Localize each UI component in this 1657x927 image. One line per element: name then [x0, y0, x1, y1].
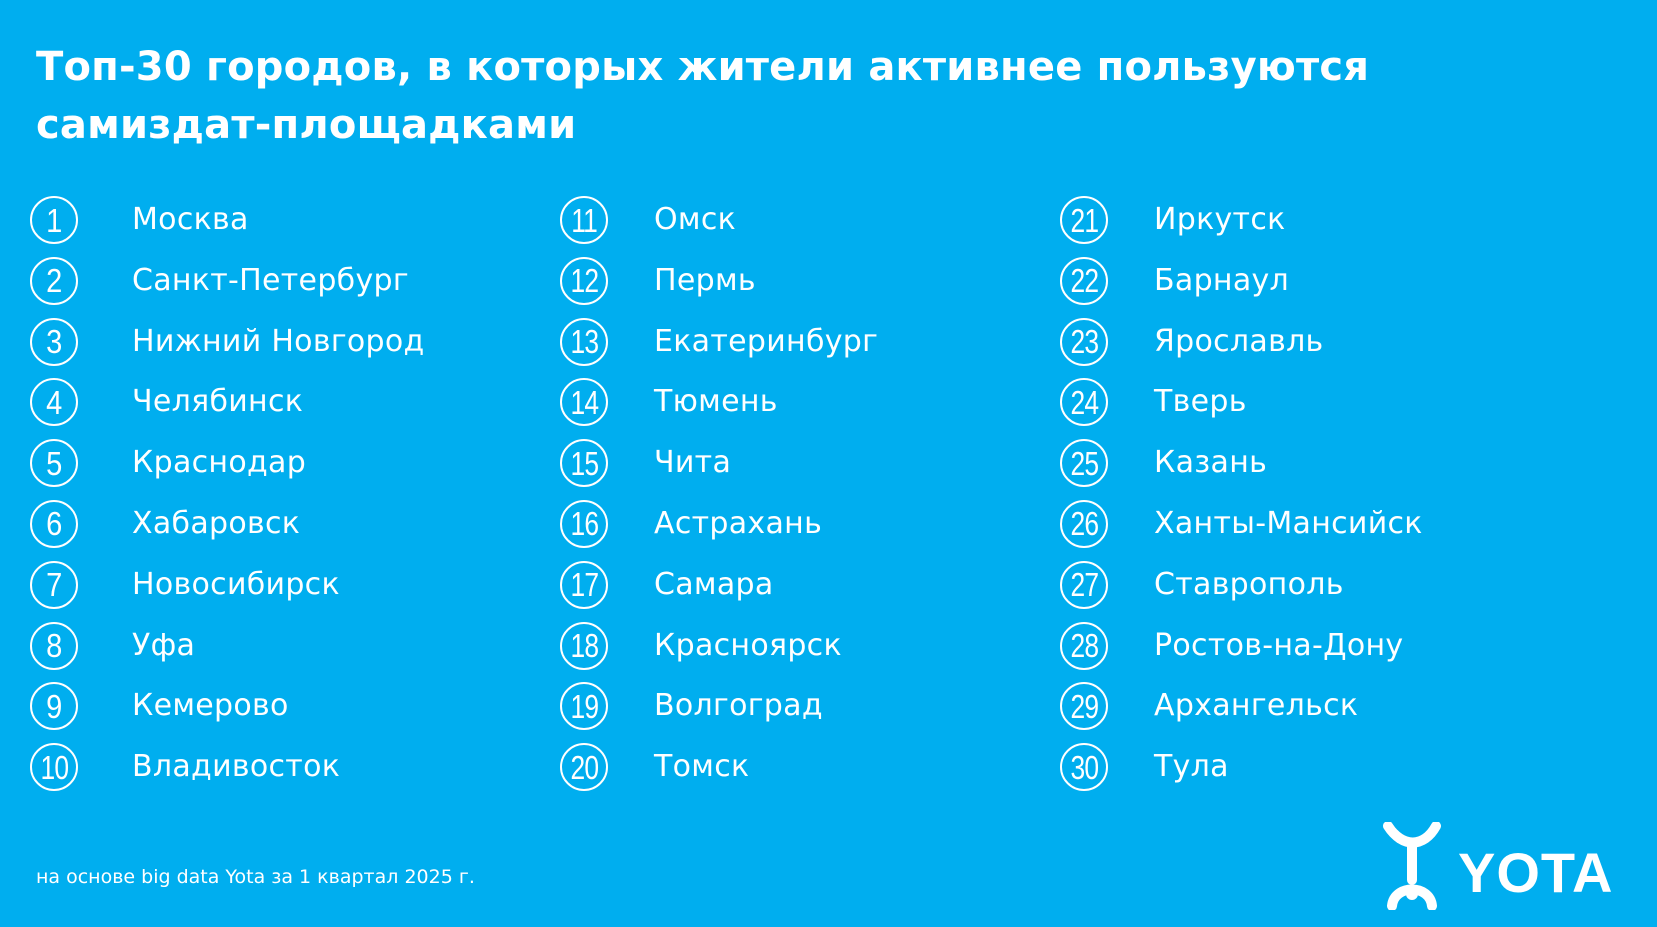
rank-badge: 23	[1060, 317, 1108, 366]
rank-number: 18	[570, 627, 599, 665]
rank-number: 23	[1070, 323, 1099, 361]
rank-number: 30	[1070, 748, 1099, 786]
rank-badge: 17	[560, 560, 608, 609]
rank-badge: 22	[1060, 256, 1108, 305]
rank-badge: 25	[1060, 439, 1108, 488]
rank-number: 5	[45, 444, 63, 482]
city-name: Чита	[654, 445, 732, 481]
rank-badge: 1	[30, 196, 78, 244]
rank-number: 20	[570, 748, 599, 786]
rank-number: 3	[45, 323, 63, 361]
rank-number: 9	[45, 687, 63, 725]
city-name: Ханты-Мансийск	[1154, 505, 1423, 541]
city-name: Иркутск	[1154, 202, 1286, 237]
city-name: Владивосток	[132, 749, 341, 785]
city-name: Астрахань	[654, 505, 823, 541]
city-name: Казань	[1154, 445, 1268, 481]
city-name: Томск	[654, 749, 750, 785]
city-name: Ставрополь	[1154, 566, 1344, 602]
logo-text: YOTA	[1458, 841, 1613, 904]
rank-number: 10	[40, 748, 69, 786]
rank-number: 4	[45, 383, 63, 421]
city-name: Екатеринбург	[654, 323, 879, 359]
rank-badge: 8	[30, 621, 78, 670]
rank-number: 17	[570, 566, 599, 604]
rank-badge: 20	[560, 743, 608, 792]
rank-badge: 30	[1060, 743, 1108, 792]
page-title: Топ-30 городов, в которых жители активне…	[36, 44, 1370, 148]
city-name: Санкт-Петербург	[132, 262, 409, 298]
rank-badge: 27	[1060, 560, 1108, 609]
rank-number: 6	[45, 505, 63, 543]
city-name: Хабаровск	[132, 505, 301, 541]
city-name: Барнаул	[1154, 262, 1290, 298]
rank-badge: 29	[1060, 682, 1108, 731]
rank-badge: 16	[560, 499, 608, 548]
city-name: Пермь	[654, 262, 756, 298]
city-name: Ярославль	[1154, 323, 1324, 359]
city-name: Тверь	[1154, 384, 1247, 420]
rank-badge: 6	[30, 499, 78, 548]
city-name: Самара	[654, 566, 774, 602]
rank-badge: 19	[560, 682, 608, 731]
rank-badge: 28	[1060, 621, 1108, 670]
rank-badge: 9	[30, 682, 78, 731]
city-name: Омск	[654, 202, 737, 237]
rank-badge: 18	[560, 621, 608, 670]
city-name: Нижний Новгород	[132, 323, 425, 359]
rank-number: 12	[570, 262, 599, 300]
rank-number: 24	[1070, 383, 1099, 421]
rank-number: 2	[45, 262, 63, 300]
rank-number: 14	[570, 383, 599, 421]
city-name: Краснодар	[132, 445, 307, 481]
rank-badge: 5	[30, 439, 78, 488]
rank-badge: 4	[30, 378, 78, 427]
rank-badge: 24	[1060, 378, 1108, 427]
city-name: Москва	[132, 202, 249, 237]
rank-number: 22	[1070, 262, 1099, 300]
source-footnote: на основе big data Yota за 1 квартал 202…	[36, 866, 475, 888]
rank-badge: 11	[560, 196, 608, 244]
yota-symbol-icon: YOTA	[1383, 822, 1613, 910]
rank-badge: 12	[560, 256, 608, 305]
rank-number: 11	[571, 201, 598, 239]
rank-badge: 3	[30, 317, 78, 366]
city-name: Челябинск	[132, 384, 304, 420]
rank-badge: 26	[1060, 499, 1108, 548]
rank-number: 13	[570, 323, 599, 361]
rank-badge: 21	[1060, 196, 1108, 244]
rank-number: 8	[45, 627, 63, 665]
city-name: Кемерово	[132, 688, 289, 724]
city-name: Волгоград	[654, 688, 823, 724]
rank-number: 26	[1070, 505, 1099, 543]
city-name: Красноярск	[654, 627, 842, 663]
rank-badge: 7	[30, 560, 78, 609]
rank-badge: 10	[30, 743, 78, 792]
rank-number: 25	[1070, 444, 1099, 482]
rank-number: 21	[1070, 201, 1099, 239]
rank-number: 19	[570, 687, 599, 725]
city-name: Тула	[1154, 749, 1229, 785]
rank-number: 28	[1070, 627, 1099, 665]
rank-number: 29	[1070, 687, 1099, 725]
city-name: Новосибирск	[132, 566, 340, 602]
rank-number: 15	[570, 444, 599, 482]
rank-number: 27	[1070, 566, 1099, 604]
rank-number: 7	[45, 566, 63, 604]
rank-badge: 14	[560, 378, 608, 427]
rank-number: 1	[45, 201, 63, 239]
rank-number: 16	[570, 505, 599, 543]
city-name: Архангельск	[1154, 688, 1359, 724]
rank-badge: 2	[30, 256, 78, 305]
city-name: Уфа	[132, 627, 196, 663]
yota-logo: YOTA	[1380, 822, 1628, 910]
city-name: Ростов-на-Дону	[1154, 627, 1404, 663]
rank-badge: 13	[560, 317, 608, 366]
rank-badge: 15	[560, 439, 608, 488]
city-name: Тюмень	[654, 384, 778, 420]
